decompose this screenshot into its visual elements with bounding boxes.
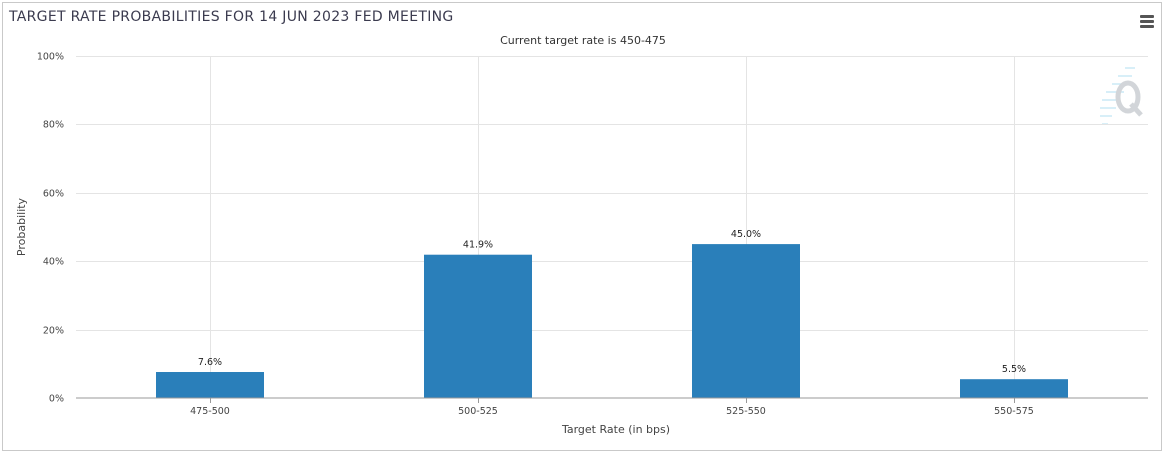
y-tick-label: 40%: [43, 257, 64, 268]
data-label: 41.9%: [463, 240, 493, 251]
x-axis-ticks: 475-500 500-525 525-550 550-575: [190, 398, 1034, 417]
data-label: 7.6%: [198, 357, 222, 368]
data-labels: 7.6% 41.9% 45.0% 5.5%: [198, 229, 1026, 375]
data-label: 45.0%: [731, 229, 761, 240]
y-tick-label: 80%: [43, 120, 64, 131]
chart-subtitle: Current target rate is 450-475: [500, 34, 666, 47]
y-tick-label: 0%: [49, 394, 64, 405]
x-tick-label: 525-550: [726, 406, 766, 417]
x-tick-label: 550-575: [994, 406, 1034, 417]
y-axis-ticks: 0% 20% 40% 60% 80% 100%: [37, 52, 64, 405]
y-tick-label: 100%: [37, 52, 64, 63]
data-label: 5.5%: [1002, 364, 1026, 375]
chart-title: TARGET RATE PROBABILITIES FOR 14 JUN 202…: [9, 9, 454, 25]
x-tick-label: 475-500: [190, 406, 230, 417]
y-axis-title: Probability: [15, 197, 28, 256]
bar-550-575[interactable]: [960, 379, 1068, 398]
bar-475-500[interactable]: [156, 372, 264, 398]
grid-lines: [76, 56, 1148, 398]
hamburger-menu-icon[interactable]: [1140, 15, 1154, 28]
y-tick-label: 60%: [43, 189, 64, 200]
y-tick-label: 20%: [43, 326, 64, 337]
cme-q-logo-icon: [1100, 67, 1143, 125]
x-tick-label: 500-525: [458, 406, 498, 417]
bars: [156, 244, 1068, 398]
x-axis-title: Target Rate (in bps): [561, 423, 670, 436]
bar-525-550[interactable]: [692, 244, 800, 398]
bar-500-525[interactable]: [424, 254, 532, 398]
